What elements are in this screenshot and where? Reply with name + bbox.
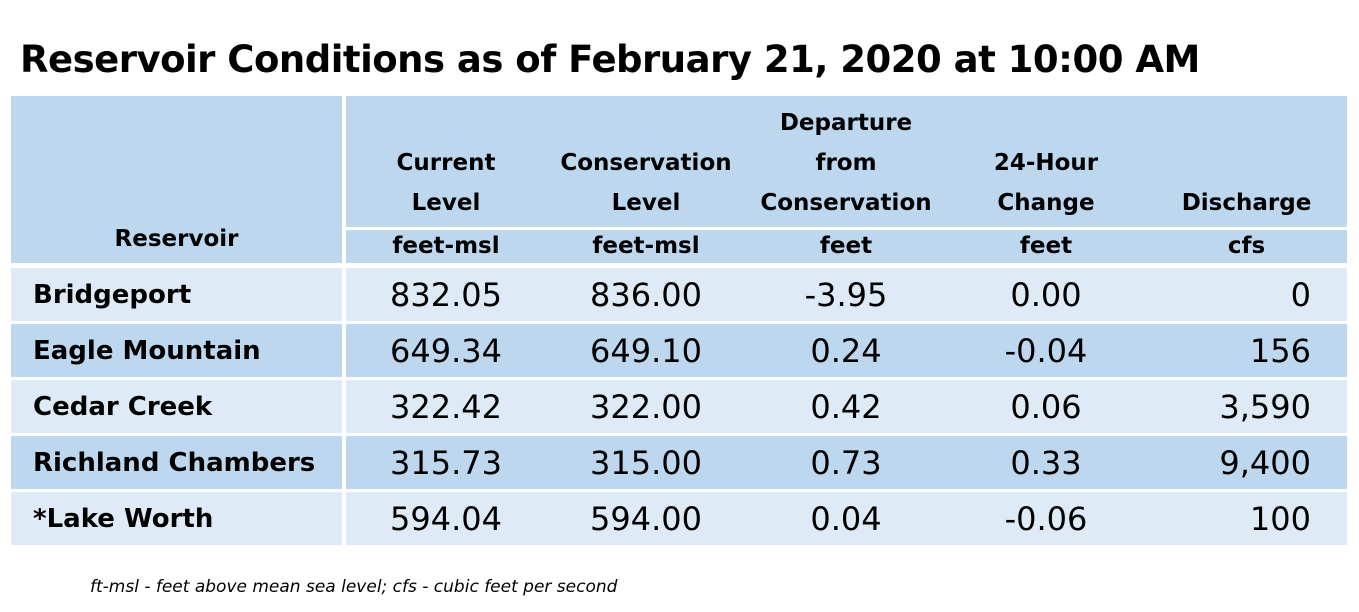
cell-24-hour-change: 0.00: [946, 263, 1146, 321]
header-line: Conservation: [560, 150, 732, 176]
header-reservoir-label: Reservoir: [114, 226, 239, 252]
cell-24-hour-change: 0.33: [946, 433, 1146, 489]
header-departure: Departure from Conservation: [746, 96, 946, 227]
reservoir-table: Reservoir Current Level Conservation Lev…: [11, 96, 1347, 545]
header-line: 24-Hour: [993, 150, 1099, 176]
table-row: Richland Chambers 315.73 315.00 0.73 0.3…: [11, 433, 1347, 489]
table-row: Cedar Creek 322.42 322.00 0.42 0.06 3,59…: [11, 377, 1347, 433]
cell-reservoir: Bridgeport: [11, 263, 346, 321]
header-line: Departure: [779, 110, 913, 136]
cell-departure: 0.42: [746, 377, 946, 433]
header-line: Current: [396, 150, 496, 176]
cell-departure: -3.95: [746, 263, 946, 321]
cell-conservation-level: 315.00: [546, 433, 746, 489]
cell-conservation-level: 322.00: [546, 377, 746, 433]
cell-conservation-level: 649.10: [546, 321, 746, 377]
header-line: Change: [997, 190, 1095, 216]
table-header: Reservoir Current Level Conservation Lev…: [11, 96, 1347, 263]
table-body: Bridgeport 832.05 836.00 -3.95 0.00 0 Ea…: [11, 263, 1347, 545]
header-conservation-level: Conservation Level: [546, 96, 746, 227]
cell-current-level: 315.73: [346, 433, 546, 489]
unit-discharge: cfs: [1146, 227, 1347, 263]
cell-reservoir: Eagle Mountain: [11, 321, 346, 377]
cell-reservoir: Cedar Creek: [11, 377, 346, 433]
header-line: Level: [611, 190, 681, 216]
cell-24-hour-change: 0.06: [946, 377, 1146, 433]
cell-discharge: 100: [1146, 489, 1347, 545]
unit-24-hour-change: feet: [946, 227, 1146, 263]
header-reservoir: Reservoir: [11, 96, 346, 263]
header-24-hour-change: 24-Hour Change: [946, 96, 1146, 227]
cell-current-level: 832.05: [346, 263, 546, 321]
cell-current-level: 594.04: [346, 489, 546, 545]
header-line: Level: [411, 190, 481, 216]
cell-reservoir: Richland Chambers: [11, 433, 346, 489]
cell-discharge: 0: [1146, 263, 1347, 321]
cell-24-hour-change: -0.06: [946, 489, 1146, 545]
cell-discharge: 3,590: [1146, 377, 1347, 433]
cell-current-level: 649.34: [346, 321, 546, 377]
table-row: Eagle Mountain 649.34 649.10 0.24 -0.04 …: [11, 321, 1347, 377]
header-line: from: [815, 150, 877, 176]
header-row-units: feet-msl feet-msl feet feet cfs: [11, 227, 1347, 263]
header-current-level: Current Level: [346, 96, 546, 227]
table-row: Bridgeport 832.05 836.00 -3.95 0.00 0: [11, 263, 1347, 321]
header-line: Conservation: [760, 190, 932, 216]
cell-discharge: 9,400: [1146, 433, 1347, 489]
page-title: Reservoir Conditions as of February 21, …: [20, 38, 1200, 81]
header-discharge: Discharge: [1146, 96, 1347, 227]
cell-conservation-level: 836.00: [546, 263, 746, 321]
cell-departure: 0.24: [746, 321, 946, 377]
cell-departure: 0.04: [746, 489, 946, 545]
header-line: Discharge: [1181, 190, 1312, 216]
cell-discharge: 156: [1146, 321, 1347, 377]
cell-conservation-level: 594.00: [546, 489, 746, 545]
unit-current-level: feet-msl: [346, 227, 546, 263]
unit-departure: feet: [746, 227, 946, 263]
table-row: *Lake Worth 594.04 594.00 0.04 -0.06 100: [11, 489, 1347, 545]
cell-24-hour-change: -0.04: [946, 321, 1146, 377]
cell-current-level: 322.42: [346, 377, 546, 433]
cell-departure: 0.73: [746, 433, 946, 489]
unit-conservation-level: feet-msl: [546, 227, 746, 263]
cell-reservoir: *Lake Worth: [11, 489, 346, 545]
header-row-titles: Reservoir Current Level Conservation Lev…: [11, 96, 1347, 263]
footnote: ft-msl - feet above mean sea level; cfs …: [90, 577, 618, 597]
